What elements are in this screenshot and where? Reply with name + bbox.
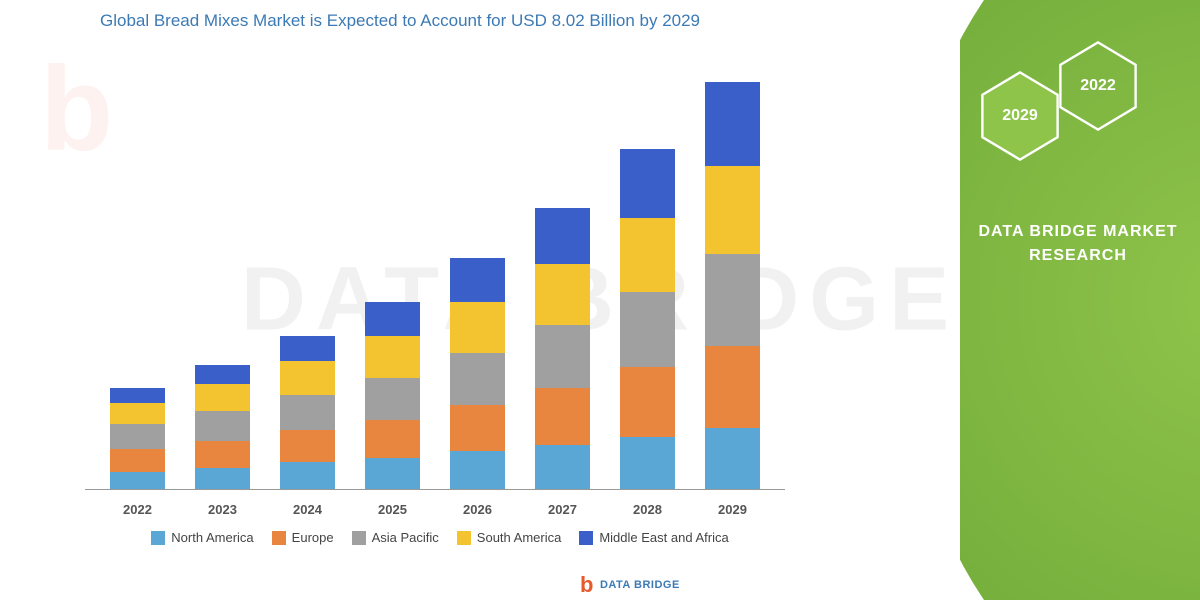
seg-2024-south-america	[280, 361, 335, 395]
legend-label: Europe	[292, 530, 334, 545]
seg-2024-europe	[280, 430, 335, 462]
legend-label: North America	[171, 530, 253, 545]
seg-2022-south-america	[110, 403, 165, 424]
seg-2029-middle-east-and-africa	[705, 82, 760, 166]
chart-area: 20222023202420252026202720282029	[85, 70, 785, 490]
xlabel-2028: 2028	[620, 502, 675, 517]
seg-2025-europe	[365, 420, 420, 458]
bar-2022	[110, 388, 165, 489]
seg-2027-middle-east-and-africa	[535, 208, 590, 265]
legend-swatch	[151, 531, 165, 545]
seg-2028-europe	[620, 367, 675, 436]
legend-item-asia-pacific: Asia Pacific	[352, 530, 439, 545]
legend-item-middle-east-and-africa: Middle East and Africa	[579, 530, 728, 545]
seg-2024-middle-east-and-africa	[280, 336, 335, 361]
seg-2026-europe	[450, 405, 505, 451]
seg-2027-europe	[535, 388, 590, 445]
seg-2022-asia-pacific	[110, 424, 165, 449]
seg-2029-north-america	[705, 428, 760, 489]
seg-2028-asia-pacific	[620, 292, 675, 368]
seg-2023-middle-east-and-africa	[195, 365, 250, 384]
seg-2028-middle-east-and-africa	[620, 149, 675, 218]
footer-logo: b DATA BRIDGE	[580, 576, 680, 594]
legend-swatch	[272, 531, 286, 545]
seg-2022-middle-east-and-africa	[110, 388, 165, 403]
bar-2029	[705, 82, 760, 489]
legend-item-europe: Europe	[272, 530, 334, 545]
hex-2022: 2022	[1058, 40, 1138, 132]
xlabel-2022: 2022	[110, 502, 165, 517]
seg-2023-europe	[195, 441, 250, 468]
xlabel-2024: 2024	[280, 502, 335, 517]
legend-item-north-america: North America	[151, 530, 253, 545]
xlabel-2026: 2026	[450, 502, 505, 517]
legend-label: Asia Pacific	[372, 530, 439, 545]
seg-2024-asia-pacific	[280, 395, 335, 431]
green-side-panel: 2029 2022 DATA BRIDGE MARKET RESEARCH	[960, 0, 1200, 600]
chart-title: Global Bread Mixes Market is Expected to…	[80, 10, 720, 32]
seg-2026-asia-pacific	[450, 353, 505, 406]
bars-container	[85, 70, 785, 489]
bar-2023	[195, 365, 250, 489]
seg-2025-middle-east-and-africa	[365, 302, 420, 336]
legend-label: South America	[477, 530, 562, 545]
footer-logo-text: DATA BRIDGE	[600, 579, 680, 591]
seg-2022-north-america	[110, 472, 165, 489]
bar-2025	[365, 302, 420, 489]
brand-line2: RESEARCH	[978, 244, 1178, 268]
legend-swatch	[457, 531, 471, 545]
brand-line1: DATA BRIDGE MARKET	[978, 220, 1178, 244]
legend-label: Middle East and Africa	[599, 530, 728, 545]
hex-2029: 2029	[980, 70, 1060, 162]
seg-2024-north-america	[280, 462, 335, 489]
xlabel-2025: 2025	[365, 502, 420, 517]
hex-2022-label: 2022	[1080, 77, 1116, 95]
bar-2026	[450, 258, 505, 489]
legend: North America Europe Asia Pacific South Ame…	[60, 530, 820, 545]
seg-2029-south-america	[705, 166, 760, 254]
legend-swatch	[579, 531, 593, 545]
legend-item-south-america: South America	[457, 530, 562, 545]
footer-logo-icon: b	[580, 576, 594, 594]
xlabel-2027: 2027	[535, 502, 590, 517]
seg-2028-north-america	[620, 437, 675, 490]
brand-text: DATA BRIDGE MARKET RESEARCH	[978, 220, 1178, 268]
seg-2027-north-america	[535, 445, 590, 489]
x-axis-labels: 2022 2023 2024 2025 2026 2027 2028 2029	[85, 502, 785, 517]
bar-2024	[280, 336, 335, 489]
plot: 20222023202420252026202720282029	[85, 70, 785, 490]
xlabel-2023: 2023	[195, 502, 250, 517]
seg-2022-europe	[110, 449, 165, 472]
bar-2028	[620, 149, 675, 489]
seg-2027-asia-pacific	[535, 325, 590, 388]
seg-2027-south-america	[535, 264, 590, 325]
seg-2029-asia-pacific	[705, 254, 760, 346]
legend-swatch	[352, 531, 366, 545]
seg-2028-south-america	[620, 218, 675, 292]
seg-2025-south-america	[365, 336, 420, 378]
seg-2029-europe	[705, 346, 760, 428]
seg-2023-south-america	[195, 384, 250, 411]
hex-2029-label: 2029	[1002, 107, 1038, 125]
seg-2026-middle-east-and-africa	[450, 258, 505, 302]
hex-badges: 2029 2022	[980, 40, 1150, 170]
seg-2026-south-america	[450, 302, 505, 352]
bar-2027	[535, 208, 590, 489]
seg-2025-north-america	[365, 458, 420, 490]
seg-2023-asia-pacific	[195, 411, 250, 440]
seg-2025-asia-pacific	[365, 378, 420, 420]
seg-2026-north-america	[450, 451, 505, 489]
xlabel-2029: 2029	[705, 502, 760, 517]
seg-2023-north-america	[195, 468, 250, 489]
